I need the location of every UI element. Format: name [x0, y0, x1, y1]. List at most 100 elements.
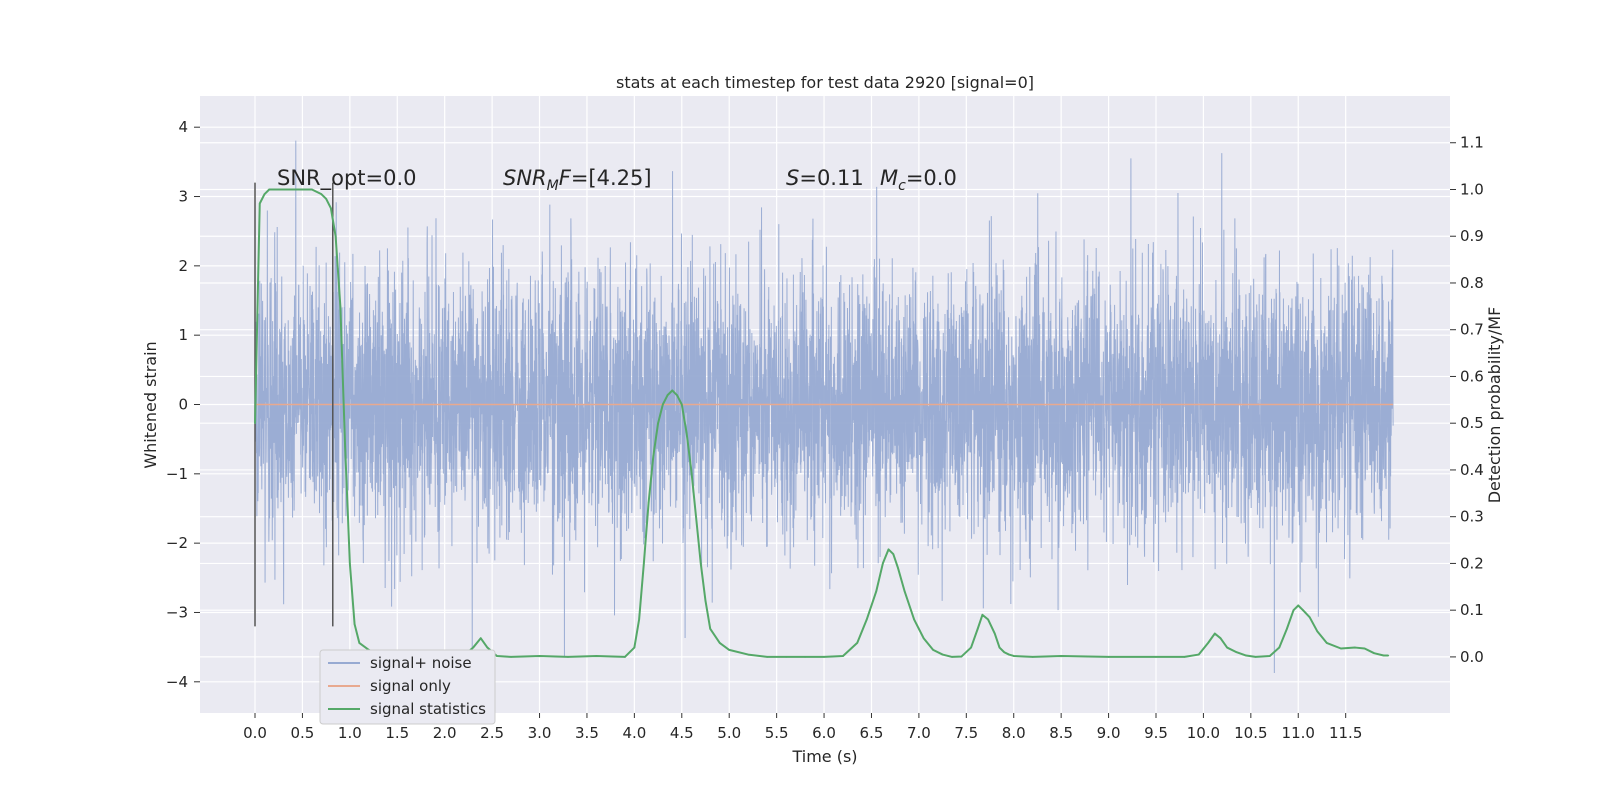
- statistics-point: [1214, 632, 1216, 635]
- statistics-point: [1297, 604, 1300, 607]
- annotation-mc: Mc=0.0: [880, 166, 957, 194]
- statistics-point: [804, 656, 806, 658]
- x-tick-label: 10.0: [1187, 724, 1220, 742]
- legend-label-signal-statistics: signal statistics: [370, 700, 486, 718]
- y-right-tick-label: 0.0: [1460, 648, 1484, 666]
- x-tick-label: 2.0: [433, 724, 457, 742]
- statistics-point: [567, 656, 569, 658]
- statistics-point: [1060, 655, 1062, 657]
- statistics-point: [951, 656, 953, 658]
- x-tick-label: 6.5: [860, 724, 884, 742]
- legend-box: [319, 649, 496, 725]
- statistics-point: [1245, 654, 1247, 657]
- x-tick-label: 7.0: [907, 724, 931, 742]
- statistics-point: [1292, 609, 1295, 611]
- legend: signal+ noise signal only signal statist…: [319, 649, 496, 725]
- x-tick-label: 10.5: [1234, 724, 1267, 742]
- statistics-point: [690, 469, 693, 471]
- statistics-point: [699, 562, 702, 565]
- y-right-axis-ticks: 1.1 1.0 0.9 0.8 0.7 0.6 0.5 0.4 0.3 0.2 0.1 0.0: [1450, 134, 1484, 666]
- statistics-point: [1008, 653, 1010, 656]
- statistics-point: [903, 590, 906, 593]
- statistics-point: [320, 193, 323, 195]
- y-left-tick-label: 3: [178, 188, 188, 206]
- statistics-point: [1107, 656, 1110, 658]
- statistics-point: [1226, 646, 1228, 649]
- statistics-point: [913, 618, 915, 621]
- statistics-point: [987, 618, 989, 621]
- statistics-point: [282, 188, 285, 191]
- statistics-point: [647, 501, 650, 504]
- statistics-point: [1183, 656, 1186, 658]
- x-tick-label: 11.0: [1282, 724, 1315, 742]
- statistics-point: [538, 655, 541, 657]
- x-tick-label: 0.0: [243, 724, 267, 742]
- statistics-point: [486, 646, 489, 649]
- statistics-point: [358, 642, 361, 644]
- statistics-point: [766, 656, 768, 658]
- statistics-point: [875, 590, 878, 593]
- statistics-point: [349, 562, 351, 565]
- statistics-point: [981, 614, 984, 616]
- x-tick-label: 8.5: [1049, 724, 1073, 742]
- y-right-tick-label: 1.0: [1460, 180, 1484, 198]
- statistics-point: [1373, 652, 1375, 654]
- statistics-point: [1325, 642, 1328, 644]
- y-left-tick-label: −3: [166, 603, 188, 621]
- statistics-point: [1254, 656, 1257, 658]
- statistics-point: [897, 567, 899, 569]
- statistics-point: [922, 637, 925, 640]
- statistics-point: [1197, 653, 1200, 656]
- statistics-point: [976, 628, 979, 630]
- statistics-point: [704, 600, 707, 602]
- y-left-tick-label: 4: [178, 118, 188, 136]
- statistics-point: [932, 649, 934, 651]
- statistics-point: [1003, 651, 1006, 654]
- y-left-axis-ticks: 4 3 2 1 0 −1 −2 −3 −4: [166, 118, 200, 691]
- statistics-point: [1363, 647, 1366, 650]
- statistics-point: [1155, 656, 1157, 658]
- statistics-point: [353, 623, 356, 625]
- statistics-point: [510, 656, 512, 658]
- statistics-point: [718, 642, 721, 644]
- statistics-point: [671, 389, 674, 392]
- x-axis-label: Time (s): [791, 747, 857, 766]
- statistics-point: [311, 188, 313, 191]
- statistics-point: [728, 649, 731, 651]
- statistics-point: [638, 618, 640, 621]
- x-tick-label: 6.0: [812, 724, 836, 742]
- y-left-tick-label: −4: [166, 673, 188, 691]
- y-right-tick-label: 1.1: [1460, 134, 1484, 152]
- statistics-point: [339, 305, 342, 308]
- statistics-point: [643, 562, 645, 565]
- statistics-point: [1316, 630, 1319, 632]
- statistics-point: [1207, 642, 1209, 644]
- statistics-point: [301, 188, 304, 191]
- x-tick-label: 4.5: [670, 724, 694, 742]
- noise-trace: [254, 140, 1394, 674]
- statistics-point: [258, 202, 261, 205]
- statistics-point: [960, 655, 963, 658]
- y-left-tick-label: 0: [178, 396, 188, 414]
- x-tick-label: 5.0: [717, 724, 741, 742]
- y-right-tick-label: 0.9: [1460, 227, 1484, 245]
- statistics-point: [657, 422, 659, 425]
- annotation-snr-opt: SNR_opt=0.0: [277, 166, 417, 191]
- statistics-point: [1382, 654, 1385, 657]
- statistics-point: [595, 655, 598, 657]
- statistics-point: [1278, 646, 1281, 649]
- statistics-point: [941, 653, 944, 656]
- x-tick-label: 4.0: [622, 724, 646, 742]
- statistics-point: [334, 235, 337, 238]
- statistics-point: [268, 188, 271, 191]
- statistics-point: [892, 553, 895, 555]
- legend-label-signal-only: signal only: [370, 677, 451, 695]
- statistics-point: [970, 646, 972, 649]
- statistics-point: [842, 655, 844, 657]
- x-tick-label: 9.5: [1144, 724, 1168, 742]
- x-tick-label: 0.5: [290, 724, 314, 742]
- statistics-point: [1302, 609, 1304, 611]
- y-left-tick-label: 2: [178, 257, 188, 275]
- statistics-point: [1012, 655, 1015, 657]
